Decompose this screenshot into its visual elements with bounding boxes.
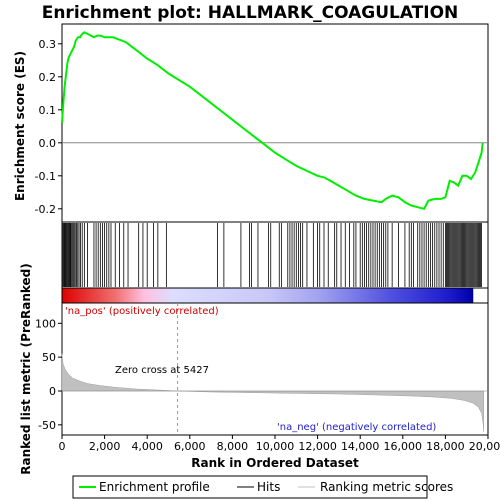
es-tick-label: -0.1 — [35, 170, 56, 183]
x-tick-label: 0 — [59, 440, 66, 453]
x-tick-label: 4,000 — [131, 440, 163, 453]
es-tick-label: -0.2 — [35, 203, 56, 216]
metric-y-axis: -50 0 50 100 — [35, 317, 62, 432]
x-tick-label: 2,000 — [89, 440, 121, 453]
x-tick-label: 12,000 — [298, 440, 337, 453]
metric-tick-label: 100 — [35, 317, 56, 330]
neg-label: 'na_neg' (negatively correlated) — [277, 422, 436, 433]
x-tick-label: 8,000 — [217, 440, 249, 453]
es-y-axis: -0.2 -0.1 0.0 0.1 0.2 0.3 — [35, 38, 62, 216]
x-tick-label: 20,000 — [469, 440, 500, 453]
metric-y-axis-label: Ranked list metric (PreRanked) — [19, 263, 33, 475]
metric-panel — [61, 302, 489, 436]
hits-panel — [61, 221, 489, 289]
es-panel — [61, 23, 489, 223]
x-tick-label: 10,000 — [256, 440, 295, 453]
legend-item-hits: Hits — [257, 480, 280, 494]
x-tick-label: 18,000 — [426, 440, 465, 453]
metric-tick-label: 0 — [49, 385, 56, 398]
legend-item-metric: Ranking metric scores — [320, 480, 453, 494]
x-tick-label: 6,000 — [174, 440, 206, 453]
metric-tick-label: 50 — [42, 351, 56, 364]
pos-label: 'na_pos' (positively correlated) — [65, 306, 219, 317]
es-tick-label: 0.0 — [39, 137, 57, 150]
es-tick-label: 0.3 — [39, 38, 57, 51]
chart-title: Enrichment plot: HALLMARK_COAGULATION — [42, 3, 459, 23]
es-tick-label: 0.1 — [39, 104, 57, 117]
es-y-axis-label: Enrichment score (ES) — [13, 51, 27, 201]
x-axis-label: Rank in Ordered Dataset — [191, 456, 359, 470]
ranking-color-bar — [61, 287, 474, 304]
enrichment-profile-line — [61, 31, 484, 210]
metric-tick-label: -50 — [38, 419, 56, 432]
x-axis: 0 2,000 4,000 6,000 8,000 10,000 12,000 14,000 1… — [59, 435, 500, 453]
hits-marks — [62, 223, 483, 287]
legend-item-enrichment: Enrichment profile — [99, 480, 210, 494]
es-tick-label: 0.2 — [39, 71, 57, 84]
x-tick-label: 14,000 — [341, 440, 380, 453]
zero-cross-label: Zero cross at 5427 — [115, 365, 209, 376]
x-tick-label: 16,000 — [384, 440, 423, 453]
ranking-metric-area — [61, 353, 484, 432]
legend: Enrichment profile Hits Ranking metric s… — [72, 475, 453, 499]
